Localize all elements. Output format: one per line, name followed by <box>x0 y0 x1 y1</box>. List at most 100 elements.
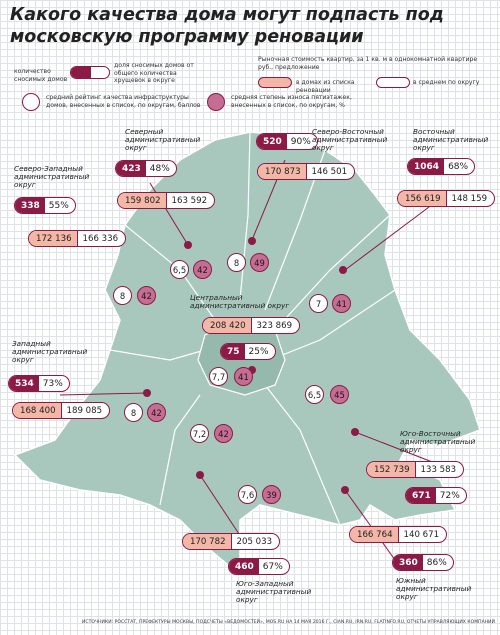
price-list-south: 166 764 <box>350 527 399 542</box>
district-name-south: Южный административный округ <box>396 576 472 602</box>
price-avg-east: 148 159 <box>451 193 488 204</box>
price-avg-north: 163 592 <box>171 195 208 206</box>
price-avg-sw: 205 033 <box>236 536 273 547</box>
count-west: 534 <box>9 376 39 391</box>
district-name-center: Центральный административный округ <box>190 293 290 311</box>
price-pill-center: 208 420 323 869 <box>202 317 301 334</box>
demolish-pill-south: 360 86% <box>392 554 454 571</box>
marker-south <box>341 486 349 494</box>
infra-nw: 8 <box>113 286 132 305</box>
district-name-sw: Юго-Западный административный округ <box>236 579 312 605</box>
wear-west: 42 <box>147 403 166 422</box>
wear-south: 39 <box>262 485 281 504</box>
price-avg-nw: 166 336 <box>82 233 119 244</box>
legend-count-label: количество сносимых домов <box>14 68 68 83</box>
legend-price-caption: Рыночная стоимость квартир, за 1 кв. м в… <box>258 56 478 71</box>
share-ne: 90% <box>290 136 311 147</box>
legend-price-avg: в среднем по округу <box>413 79 480 86</box>
infra-south: 7,6 <box>238 485 257 504</box>
share-center: 25% <box>248 346 269 357</box>
count-east: 1064 <box>408 159 445 174</box>
infra-center: 7,7 <box>209 367 228 386</box>
demolish-pill-west: 534 73% <box>8 375 70 392</box>
price-pill-se: 152 739 133 583 <box>366 461 465 478</box>
price-pill-east: 156 619 148 159 <box>397 190 496 207</box>
count-north: 423 <box>116 161 146 176</box>
price-pill-nw: 172 136 166 336 <box>28 230 127 247</box>
price-pill-south: 166 764 140 671 <box>349 526 448 543</box>
infra-north: 6,5 <box>170 260 189 279</box>
legend-wear-circle <box>207 93 225 111</box>
wear-east: 41 <box>332 294 351 313</box>
share-sw: 67% <box>262 561 283 572</box>
demolish-pill-se: 671 72% <box>405 487 467 504</box>
price-list-ne: 170 873 <box>258 164 307 179</box>
price-list-center: 208 420 <box>203 318 252 333</box>
share-east: 68% <box>448 161 469 172</box>
price-avg-south: 140 671 <box>403 529 440 540</box>
legend-infra-label: средний рейтинг качества инфраструктуры … <box>46 94 201 109</box>
marker-east <box>339 266 347 274</box>
district-name-east: Восточный административный округ <box>413 127 489 153</box>
count-sw: 460 <box>229 559 259 574</box>
marker-ne <box>248 237 256 245</box>
demolish-pill-ne: 520 90% <box>256 133 318 150</box>
district-name-north: Северный административный округ <box>125 127 201 153</box>
count-ne: 520 <box>257 134 287 149</box>
price-pill-sw: 170 782 205 033 <box>182 533 281 550</box>
price-list-west: 168 400 <box>13 403 62 418</box>
district-name-west: Западный административный округ <box>12 339 88 365</box>
legend-price-list: в домах из списка реновации <box>296 79 355 94</box>
source-note: ИСТОЧНИКИ: РОССТАТ, ПРЕФЕКТУРЫ МОСКВЫ, П… <box>81 620 495 625</box>
legend-infra-circle <box>22 93 40 111</box>
price-avg-se: 133 583 <box>420 464 457 475</box>
price-list-east: 156 619 <box>398 191 447 206</box>
price-list-nw: 172 136 <box>29 231 78 246</box>
count-se: 671 <box>406 488 436 503</box>
demolish-pill-sw: 460 67% <box>228 558 290 575</box>
marker-center <box>248 366 256 374</box>
wear-north: 42 <box>193 260 212 279</box>
price-avg-ne: 146 501 <box>311 166 348 177</box>
price-pill-north: 159 802 163 592 <box>117 192 216 209</box>
price-avg-center: 323 869 <box>256 320 293 331</box>
marker-west <box>143 389 151 397</box>
infra-west: 8 <box>124 403 143 422</box>
district-name-nw: Северо-Западный административный округ <box>14 164 90 190</box>
price-pill-west: 168 400 189 085 <box>12 402 111 419</box>
infra-ne: 8 <box>227 253 246 272</box>
demolish-pill-east: 1064 68% <box>407 158 476 175</box>
share-west: 73% <box>42 378 63 389</box>
count-south: 360 <box>393 555 423 570</box>
price-list-se: 152 739 <box>367 462 416 477</box>
count-nw: 338 <box>15 198 45 213</box>
page-title: Какого качества дома могут подпасть под … <box>10 5 444 47</box>
wear-sw: 42 <box>214 424 233 443</box>
demolish-pill-center: 75 25% <box>220 343 276 360</box>
wear-ne: 49 <box>250 253 269 272</box>
wear-se: 45 <box>330 385 349 404</box>
marker-sw <box>196 471 204 479</box>
share-nw: 55% <box>48 200 69 211</box>
wear-nw: 42 <box>137 286 156 305</box>
price-list-sw: 170 782 <box>183 534 232 549</box>
legend-pill-demolish <box>70 66 110 79</box>
price-list-north: 159 802 <box>118 193 167 208</box>
district-name-se: Юго-Восточный административный округ <box>400 429 476 455</box>
infra-se: 6,5 <box>305 385 324 404</box>
district-name-ne: Северо-Восточный административный округ <box>312 127 388 153</box>
demolish-pill-nw: 338 55% <box>14 197 76 214</box>
legend-box-avg <box>376 77 410 88</box>
demolish-pill-north: 423 48% <box>115 160 177 177</box>
marker-se <box>351 428 359 436</box>
wear-center: 41 <box>234 367 253 386</box>
legend-box-list <box>258 77 292 88</box>
share-north: 48% <box>149 163 170 174</box>
share-se: 72% <box>439 490 460 501</box>
legend-wear-label: средняя степень износа пятиэтажек, внесе… <box>231 94 352 109</box>
price-avg-west: 189 085 <box>66 405 103 416</box>
count-center: 75 <box>221 344 245 359</box>
infra-sw: 7,2 <box>190 424 209 443</box>
share-south: 86% <box>426 557 447 568</box>
marker-north <box>184 241 192 249</box>
